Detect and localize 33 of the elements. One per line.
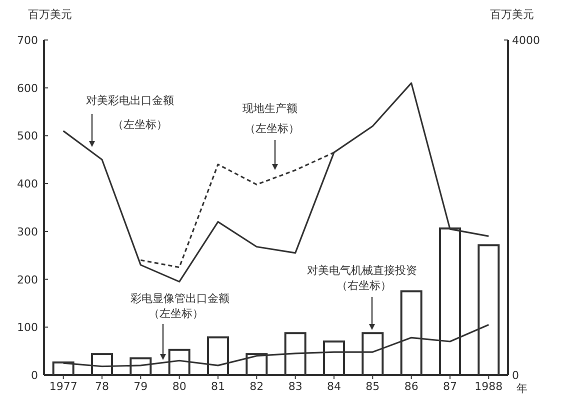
tick: 300 — [17, 225, 38, 238]
annotation: 对美电气机械直接投资 — [307, 264, 417, 277]
tick: 84 — [327, 380, 341, 393]
tick: 200 — [17, 273, 38, 286]
ylabel: 百万美元 — [28, 8, 72, 21]
tick: 81 — [211, 380, 225, 393]
tick: 82 — [250, 380, 264, 393]
tick: 500 — [17, 130, 38, 143]
tick: 78 — [95, 380, 109, 393]
tick: 400 — [17, 178, 38, 191]
tick: 0 — [31, 369, 38, 382]
tick: 87 — [443, 380, 457, 393]
y2label: 百万美元 — [490, 8, 534, 21]
tick: 1977 — [49, 380, 78, 393]
annotation: 现地生产额 — [242, 102, 298, 115]
tick: 86 — [404, 380, 418, 393]
tick: 700 — [17, 34, 38, 47]
annotation: （左坐标） — [148, 307, 204, 320]
annotation: （右坐标） — [336, 279, 392, 292]
tick: 79 — [134, 380, 148, 393]
annotation: （左坐标） — [112, 118, 168, 131]
annotation: （左坐标） — [244, 122, 300, 135]
xlabel: 年 — [516, 382, 528, 395]
annotation: 彩电显像管出口金额 — [130, 292, 230, 305]
tick: 0 — [512, 369, 519, 382]
tick: 80 — [172, 380, 186, 393]
tick: 83 — [288, 380, 302, 393]
tick: 1988 — [474, 380, 503, 393]
tick: 4000 — [512, 34, 540, 47]
tick: 100 — [17, 321, 38, 334]
tick: 85 — [366, 380, 380, 393]
annotation: 对美彩电出口金额 — [86, 94, 174, 107]
tick: 600 — [17, 82, 38, 95]
